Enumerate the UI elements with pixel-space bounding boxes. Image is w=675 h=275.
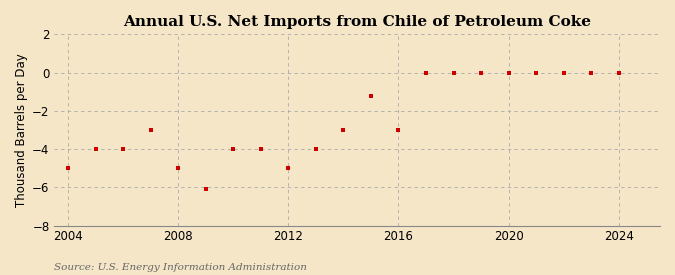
Point [531, 70, 541, 75]
Point [310, 147, 321, 151]
Point [558, 70, 569, 75]
Point [586, 70, 597, 75]
Point [255, 147, 266, 151]
Point [283, 166, 294, 170]
Point [63, 166, 74, 170]
Text: Source: U.S. Energy Information Administration: Source: U.S. Energy Information Administ… [54, 263, 307, 272]
Title: Annual U.S. Net Imports from Chile of Petroleum Coke: Annual U.S. Net Imports from Chile of Pe… [124, 15, 591, 29]
Point [338, 128, 349, 132]
Point [448, 70, 459, 75]
Point [118, 147, 129, 151]
Point [200, 187, 211, 191]
Point [366, 93, 377, 98]
Point [145, 128, 156, 132]
Point [173, 166, 184, 170]
Point [228, 147, 239, 151]
Point [421, 70, 431, 75]
Point [393, 128, 404, 132]
Point [503, 70, 514, 75]
Point [476, 70, 487, 75]
Point [90, 147, 101, 151]
Y-axis label: Thousand Barrels per Day: Thousand Barrels per Day [15, 53, 28, 207]
Point [614, 70, 624, 75]
